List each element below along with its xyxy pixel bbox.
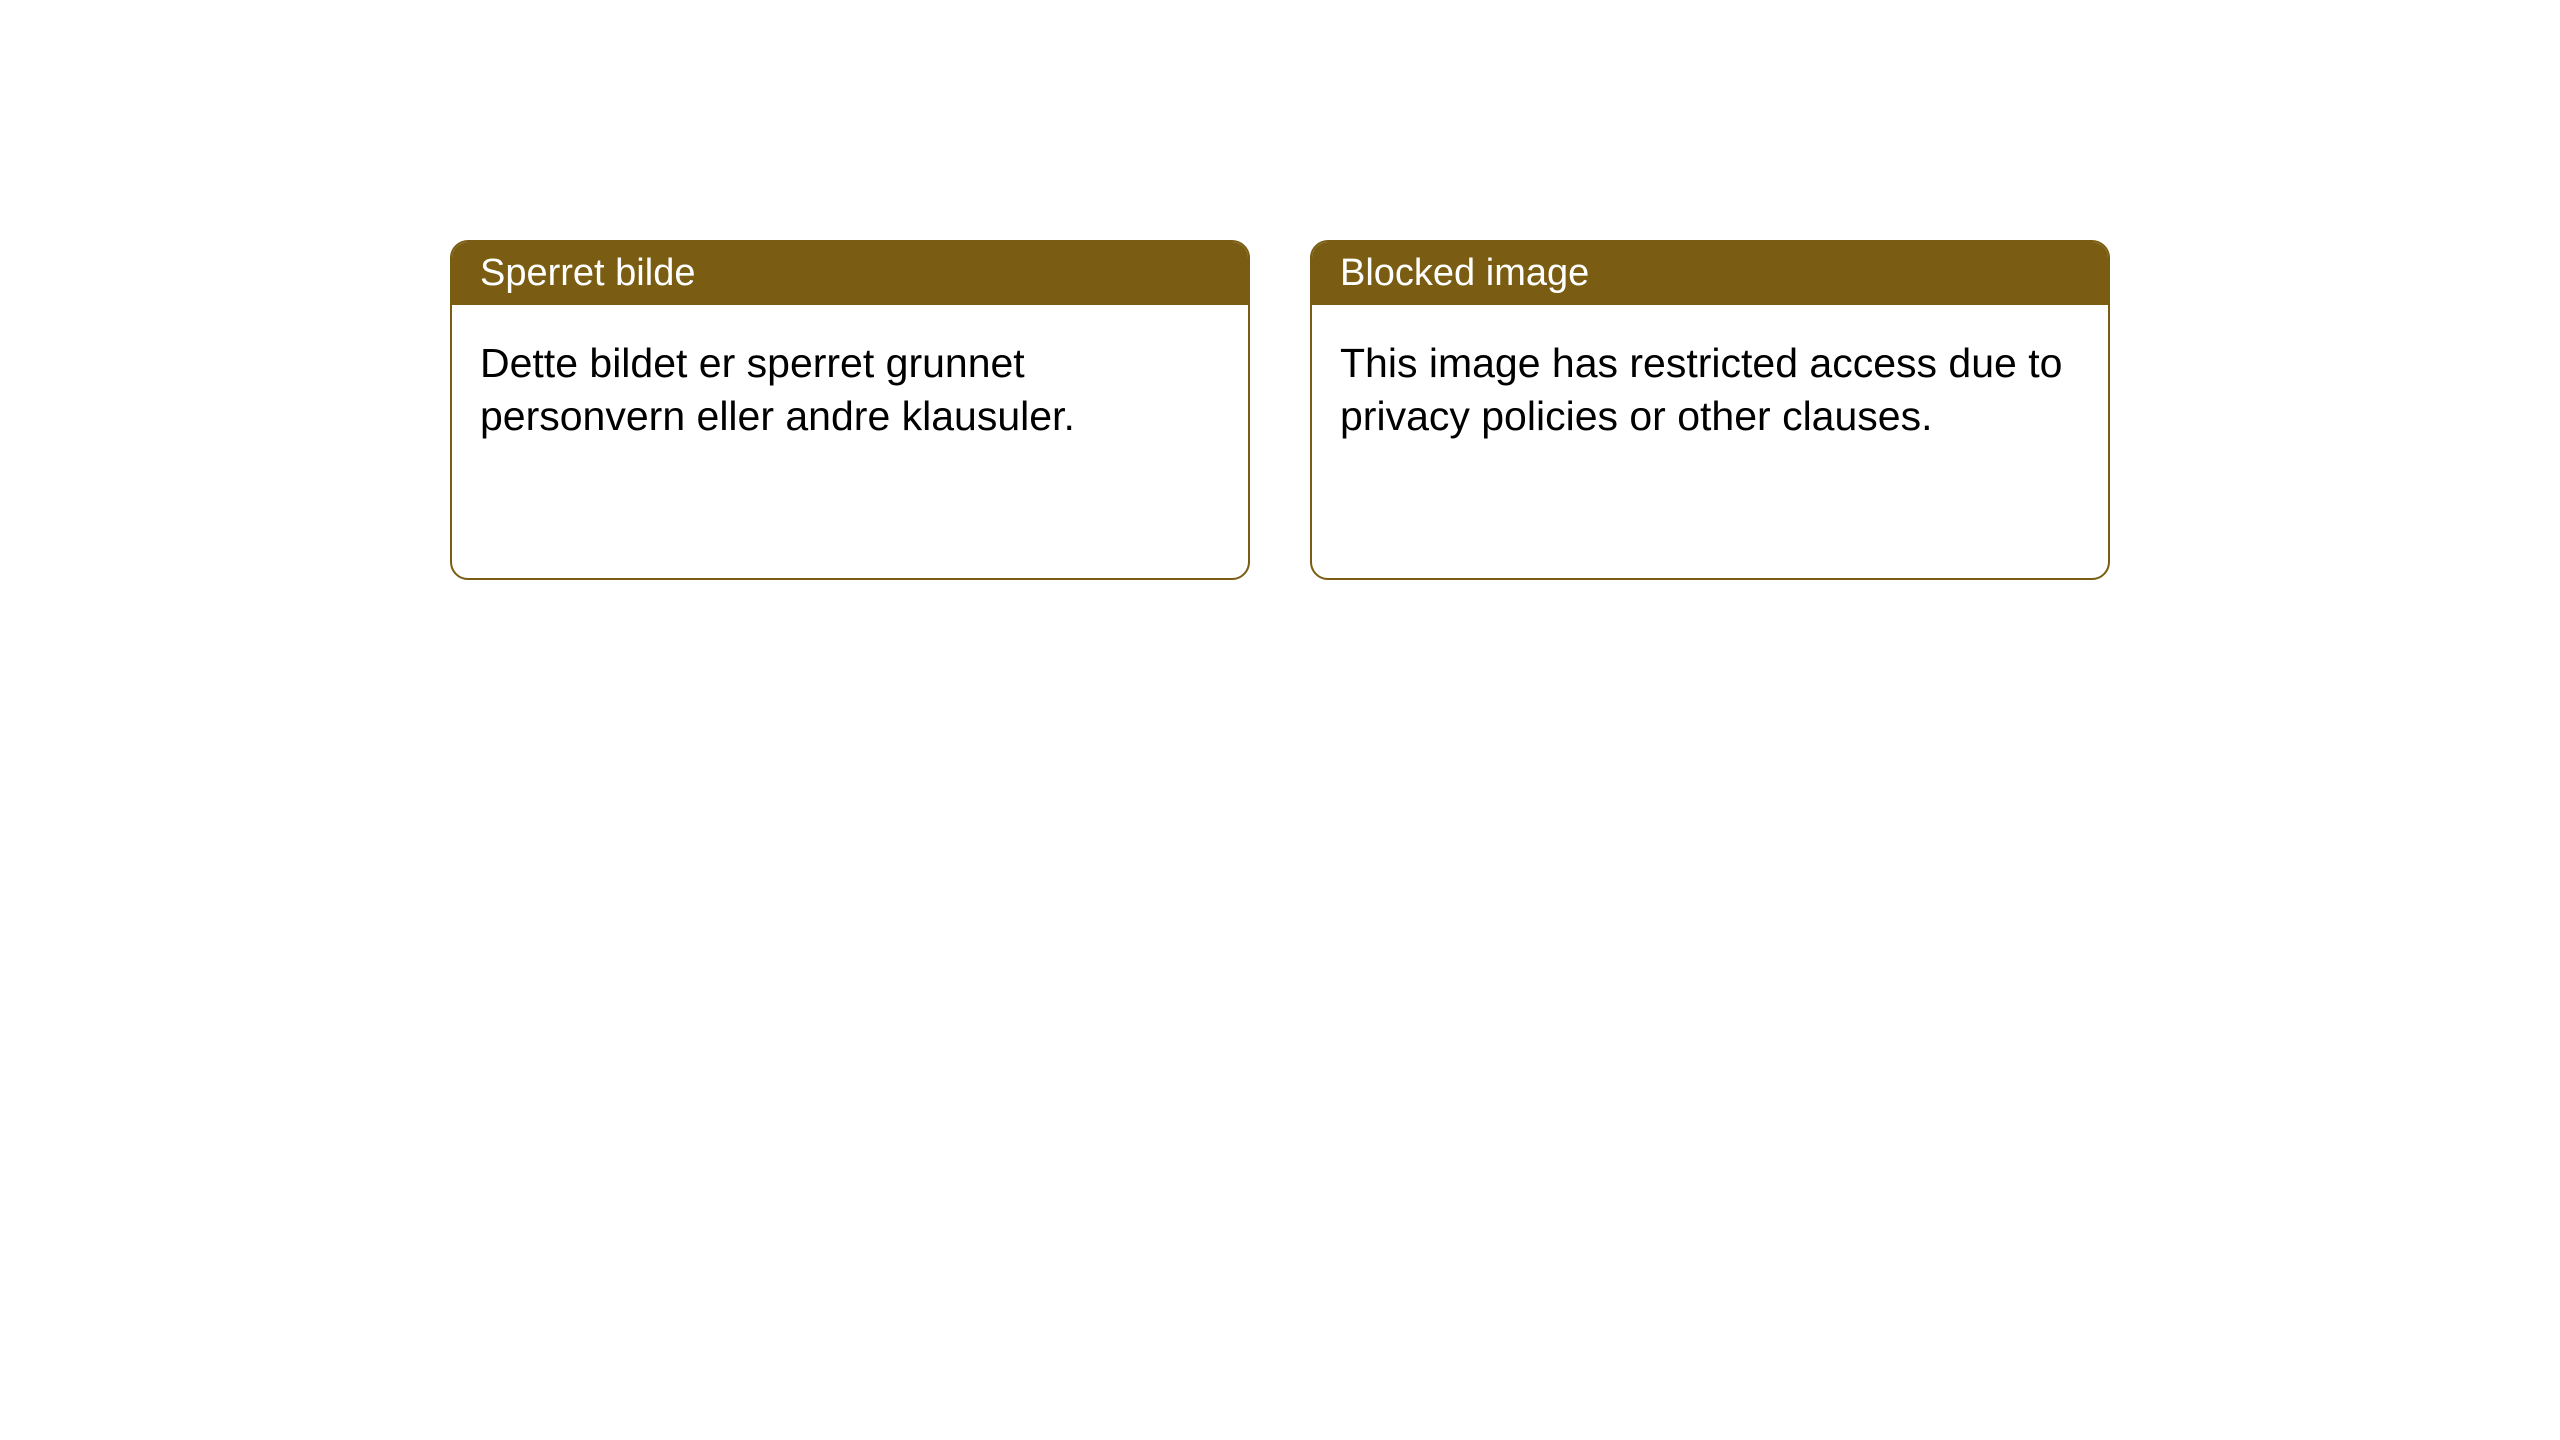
notice-card-text: This image has restricted access due to … (1340, 340, 2062, 439)
notice-card-title: Blocked image (1340, 252, 1589, 294)
notice-card-body: Dette bildet er sperret grunnet personve… (452, 305, 1248, 476)
notice-card-title: Sperret bilde (480, 252, 695, 294)
notice-card-header: Sperret bilde (452, 242, 1248, 305)
notice-card-body: This image has restricted access due to … (1312, 305, 2108, 476)
notice-container: Sperret bilde Dette bildet er sperret gr… (450, 240, 2110, 580)
notice-card-english: Blocked image This image has restricted … (1310, 240, 2110, 580)
notice-card-text: Dette bildet er sperret grunnet personve… (480, 340, 1075, 439)
notice-card-norwegian: Sperret bilde Dette bildet er sperret gr… (450, 240, 1250, 580)
notice-card-header: Blocked image (1312, 242, 2108, 305)
